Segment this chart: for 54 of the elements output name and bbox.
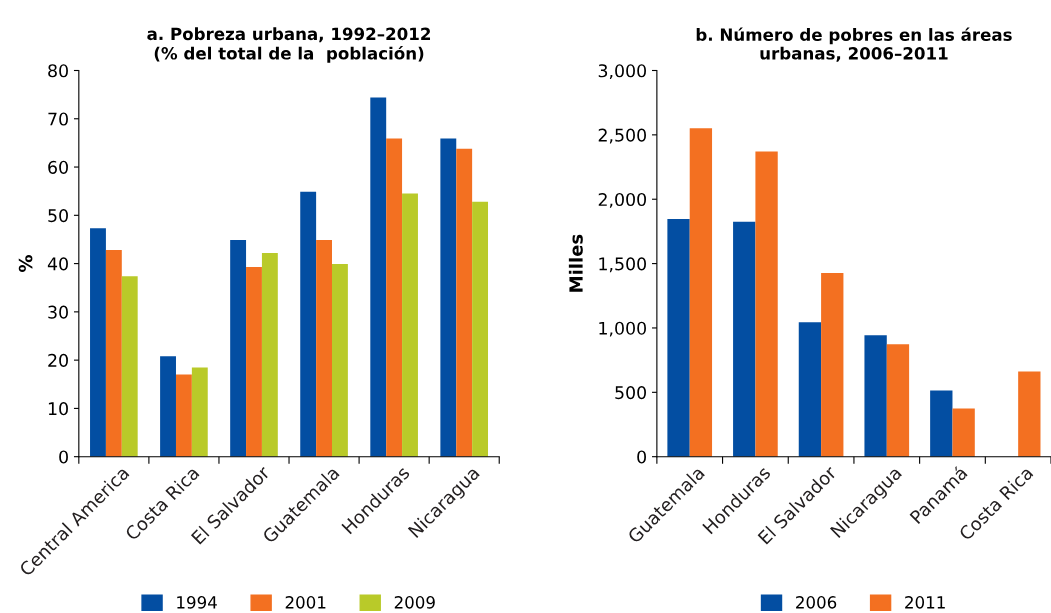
bar bbox=[1018, 371, 1041, 457]
bar bbox=[864, 335, 887, 457]
legend-label: 2006 bbox=[796, 596, 837, 609]
bar bbox=[402, 193, 418, 457]
bar bbox=[121, 276, 138, 457]
bar bbox=[230, 239, 247, 457]
y-axis-title: % bbox=[18, 255, 33, 273]
bar bbox=[90, 228, 106, 457]
y-tick-label: 10 bbox=[48, 402, 68, 416]
bar bbox=[886, 344, 910, 457]
bar bbox=[733, 221, 756, 457]
bar bbox=[105, 250, 122, 457]
chart-title: b. Número de pobres en las áreas urbanas, 2006–2011 bbox=[696, 27, 1012, 62]
y-tick-label: 3,000 bbox=[598, 64, 646, 80]
bar bbox=[191, 367, 208, 457]
legend-label: 2011 bbox=[905, 596, 945, 609]
bar bbox=[821, 272, 844, 457]
y-tick-label: 2,500 bbox=[598, 128, 646, 144]
y-tick-label: 2,000 bbox=[598, 192, 646, 208]
y-tick-label: 20 bbox=[48, 353, 68, 367]
bar bbox=[316, 239, 332, 457]
y-tick-label: 40 bbox=[47, 257, 68, 271]
bar bbox=[160, 356, 176, 457]
y-tick-label: 80 bbox=[48, 64, 68, 78]
y-tick-label: 500 bbox=[615, 386, 646, 400]
bar bbox=[246, 266, 262, 457]
bar bbox=[386, 138, 403, 457]
bar bbox=[755, 151, 778, 457]
bar bbox=[175, 374, 192, 457]
bar bbox=[798, 322, 822, 457]
bar bbox=[300, 191, 317, 457]
bar bbox=[261, 252, 278, 457]
y-tick-label: 50 bbox=[48, 209, 68, 223]
y-tick-label: 70 bbox=[48, 112, 68, 126]
bar bbox=[370, 97, 387, 457]
y-tick-label: 30 bbox=[48, 305, 68, 319]
bar bbox=[456, 148, 473, 457]
bar bbox=[472, 201, 489, 457]
y-tick-label: 0 bbox=[59, 450, 68, 464]
y-tick-label: 60 bbox=[48, 160, 68, 174]
bar bbox=[667, 219, 690, 457]
bar bbox=[689, 128, 713, 457]
y-tick-label: 0 bbox=[637, 450, 646, 464]
y-tick-label: 1,000 bbox=[599, 321, 646, 337]
y-tick-label: 1,500 bbox=[599, 257, 646, 273]
chart-title: a. Pobreza urbana, 1992–2012 (% del total de la población) bbox=[147, 27, 431, 63]
y-axis-title: Milles bbox=[568, 234, 583, 292]
bar bbox=[930, 390, 953, 457]
legend-label: 1994 bbox=[177, 596, 217, 609]
legend-label: 2009 bbox=[394, 596, 435, 609]
bar bbox=[332, 264, 348, 457]
bar bbox=[952, 408, 975, 457]
bar bbox=[440, 138, 457, 457]
legend-label: 2001 bbox=[285, 596, 326, 609]
